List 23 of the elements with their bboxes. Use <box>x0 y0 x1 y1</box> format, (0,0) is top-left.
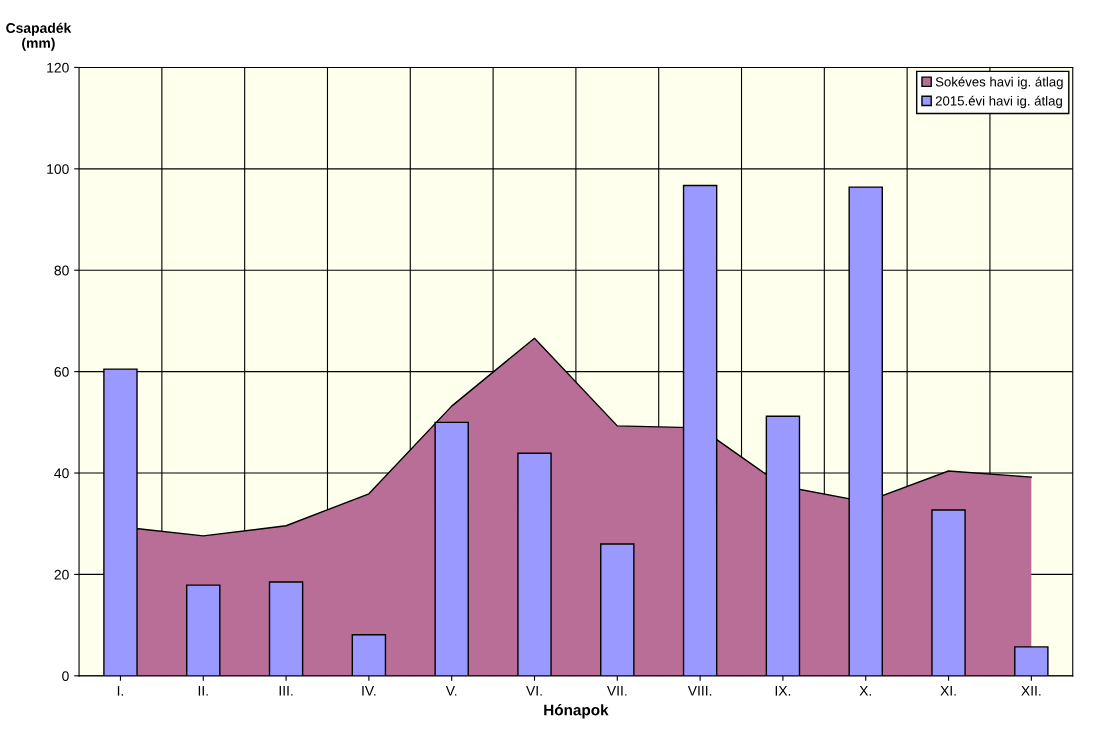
x-tick-label: XI. <box>940 686 956 696</box>
x-tick-label: IV. <box>362 686 376 696</box>
y-axis-title: Csapadék (mm) <box>6 22 72 51</box>
x-tick-label: X. <box>859 686 872 696</box>
x-tick-label: VII. <box>606 686 627 696</box>
y-tick-label: 120 <box>47 62 69 73</box>
x-tick-label: XII. <box>1021 686 1041 696</box>
x-tick-label: VIII. <box>687 686 712 696</box>
y-tick-label: 100 <box>47 164 69 174</box>
y-tick-label: 40 <box>54 468 69 479</box>
x-tick-label: II. <box>198 686 208 696</box>
y-tick-label: 20 <box>54 569 69 580</box>
y-tick-label: 60 <box>54 366 69 377</box>
x-tick-label: I. <box>117 686 124 696</box>
x-tick-label: III. <box>279 686 293 696</box>
x-axis-title: Hónapok <box>544 704 609 719</box>
x-tick-label: V. <box>445 686 457 696</box>
y-tick-label: 80 <box>54 265 69 276</box>
legend-label: 2015.évi havi ig. átlag <box>935 95 1062 109</box>
x-tick-label: VI. <box>526 686 542 696</box>
legend-label: Sokéves havi ig. átlag <box>935 76 1063 90</box>
x-tick-label: IX. <box>775 686 791 696</box>
y-tick-label: 0 <box>62 671 69 681</box>
